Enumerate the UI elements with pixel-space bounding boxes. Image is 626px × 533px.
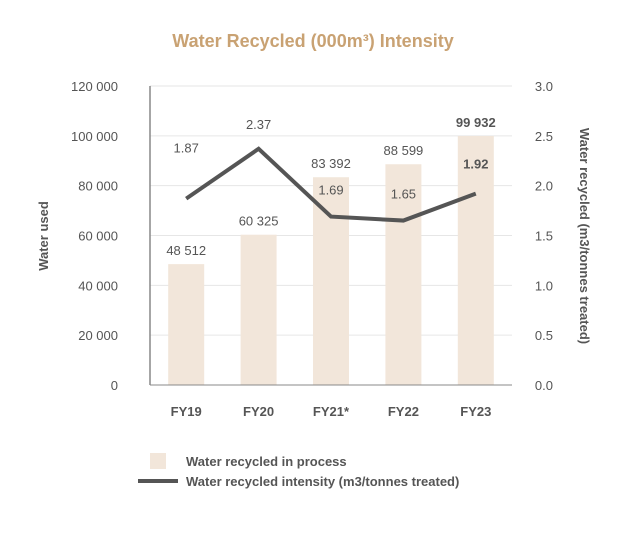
y2-tick-label: 2.5 <box>535 129 553 144</box>
line-data-label: 1.87 <box>174 141 199 156</box>
line-data-label: 1.69 <box>318 183 343 198</box>
bar-data-label: 48 512 <box>166 243 206 258</box>
x-tick-label: FY20 <box>243 404 274 419</box>
bar-data-label: 83 392 <box>311 156 351 171</box>
bar-data-label: 60 325 <box>239 214 279 229</box>
y2-tick-label: 0.0 <box>535 378 553 393</box>
legend-bar-label: Water recycled in process <box>186 454 347 469</box>
y2-tick-label: 0.5 <box>535 328 553 343</box>
y2-axis-label: Water recycled (m3/tonnes treated) <box>577 128 592 344</box>
chart-title: Water Recycled (000m³) Intensity <box>172 31 453 51</box>
bar <box>313 177 349 385</box>
y-tick-label: 100 000 <box>71 129 118 144</box>
y2-tick-label: 2.0 <box>535 179 553 194</box>
line-data-label: 1.65 <box>391 187 416 202</box>
bar <box>240 234 277 385</box>
legend-bar-swatch <box>150 453 166 469</box>
x-tick-label: FY19 <box>171 404 202 419</box>
y-tick-label: 120 000 <box>71 79 118 94</box>
y-tick-label: 80 000 <box>78 179 118 194</box>
bar <box>457 136 494 385</box>
bar <box>168 264 205 385</box>
y-tick-label: 20 000 <box>78 328 118 343</box>
line-data-label: 2.37 <box>246 117 271 132</box>
line-data-label: 1.92 <box>463 157 488 172</box>
y2-tick-label: 1.5 <box>535 229 553 244</box>
y-tick-label: 60 000 <box>78 229 118 244</box>
x-tick-label: FY21* <box>313 404 350 419</box>
y2-tick-label: 1.0 <box>535 278 553 293</box>
y-axis-label: Water used <box>36 201 51 271</box>
y-tick-label: 40 000 <box>78 278 118 293</box>
bar-data-label: 99 932 <box>456 115 496 130</box>
x-tick-label: FY22 <box>388 404 419 419</box>
y-tick-label: 0 <box>111 378 118 393</box>
legend-line-label: Water recycled intensity (m3/tonnes trea… <box>186 474 459 489</box>
x-tick-label: FY23 <box>460 404 491 419</box>
bar-data-label: 88 599 <box>384 143 424 158</box>
intensity-line <box>185 146 477 223</box>
y2-tick-label: 3.0 <box>535 79 553 94</box>
bar <box>385 164 422 385</box>
